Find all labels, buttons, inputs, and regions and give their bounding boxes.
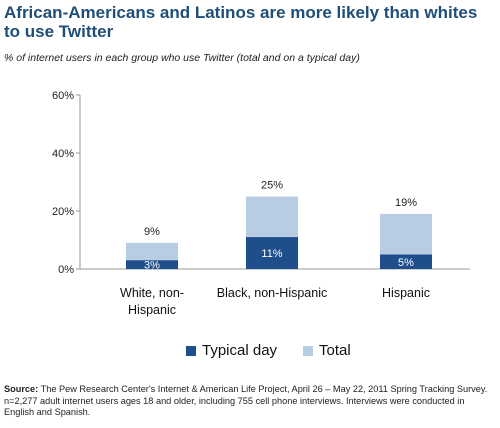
legend-item-typical-day: Typical day [186,342,277,359]
source-note: Source: The Pew Research Center's Intern… [4,384,496,419]
y-tick-label: 0% [58,264,74,276]
data-label-total: 19% [395,197,417,209]
legend-swatch-typical-day [186,345,196,356]
legend-label-typical-day: Typical day [202,342,278,359]
x-category-label: Hispanic [382,286,430,300]
x-category-label: White, non- [120,286,184,300]
data-label-typical-day: 3% [144,260,160,272]
legend-item-total: Total [303,342,351,359]
legend-label-total: Total [319,342,351,359]
y-tick-label: 20% [52,206,74,218]
source-label: Source: [4,384,39,394]
bar-typical-day [126,260,178,269]
x-category-label: Hispanic [128,303,176,317]
chart-title: African-Americans and Latinos are more l… [4,3,478,41]
chart-legend: Typical day Total [186,342,377,359]
y-tick-label: 40% [52,148,74,160]
bar-chart: 0% 20% 40% 60% 9% 3% White, non- Hispanic 25% 11%… [52,90,470,317]
chart-subtitle: % of internet users in each group who us… [4,52,360,64]
bar-typical-day [380,254,432,269]
source-text: The Pew Research Center's Internet & Ame… [4,384,488,417]
data-label-total: 9% [144,226,160,238]
data-label-typical-day: 11% [261,248,282,260]
data-label-typical-day: 5% [398,257,414,269]
bar-typical-day [246,237,298,269]
legend-swatch-total [303,345,314,356]
x-category-label: Black, non-Hispanic [217,286,327,300]
data-label-total: 25% [261,180,283,192]
y-tick-label: 60% [52,90,74,102]
